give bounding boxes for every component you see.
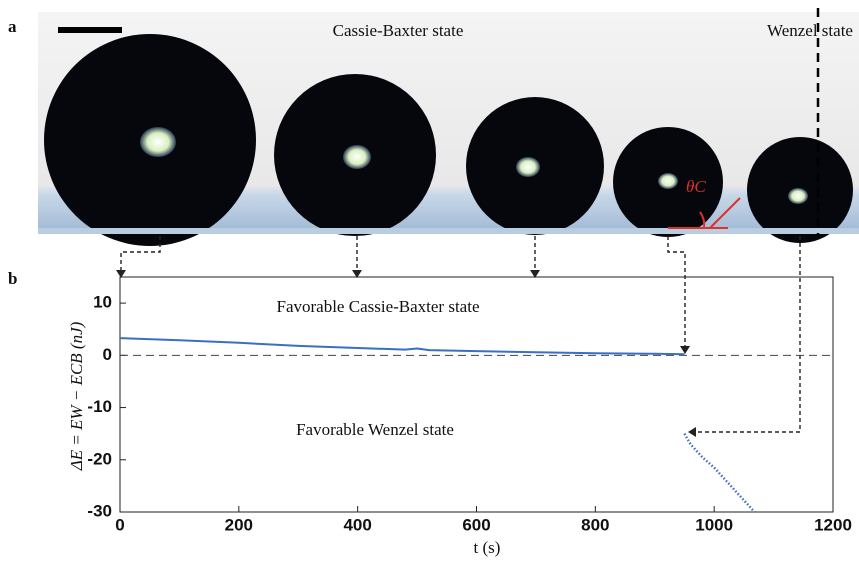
y-tick-label: 0: [103, 345, 112, 364]
annotation: Favorable Cassie-Baxter state: [277, 297, 480, 316]
x-tick-label: 1200: [814, 515, 852, 534]
x-axis-label: t (s): [474, 538, 501, 557]
panel-label: a: [8, 17, 17, 36]
state-title: Cassie-Baxter state: [333, 21, 464, 40]
photo-strip: [38, 8, 859, 246]
arrowheads: [116, 270, 696, 437]
y-tick-label: -30: [87, 501, 112, 520]
x-tick-label: 800: [581, 515, 609, 534]
angle-label: θC: [686, 177, 706, 196]
y-tick-label: -10: [87, 397, 112, 416]
y-tick-label: 10: [93, 293, 112, 312]
data-line: [683, 433, 756, 513]
panel-label: b: [8, 269, 17, 288]
x-tick-label: 400: [343, 515, 371, 534]
x-tick-label: 1000: [695, 515, 733, 534]
x-tick-label: 600: [462, 515, 490, 534]
y-axis-label: ΔE = EW − ECB (nJ): [67, 321, 86, 471]
data-line: [119, 337, 685, 356]
x-tick-label: 200: [225, 515, 253, 534]
y-tick-label: -20: [87, 449, 112, 468]
connectors: [120, 236, 801, 433]
annotation: Favorable Wenzel state: [296, 420, 454, 439]
state-title: Wenzel state: [767, 21, 853, 40]
x-tick-label: 0: [115, 515, 124, 534]
